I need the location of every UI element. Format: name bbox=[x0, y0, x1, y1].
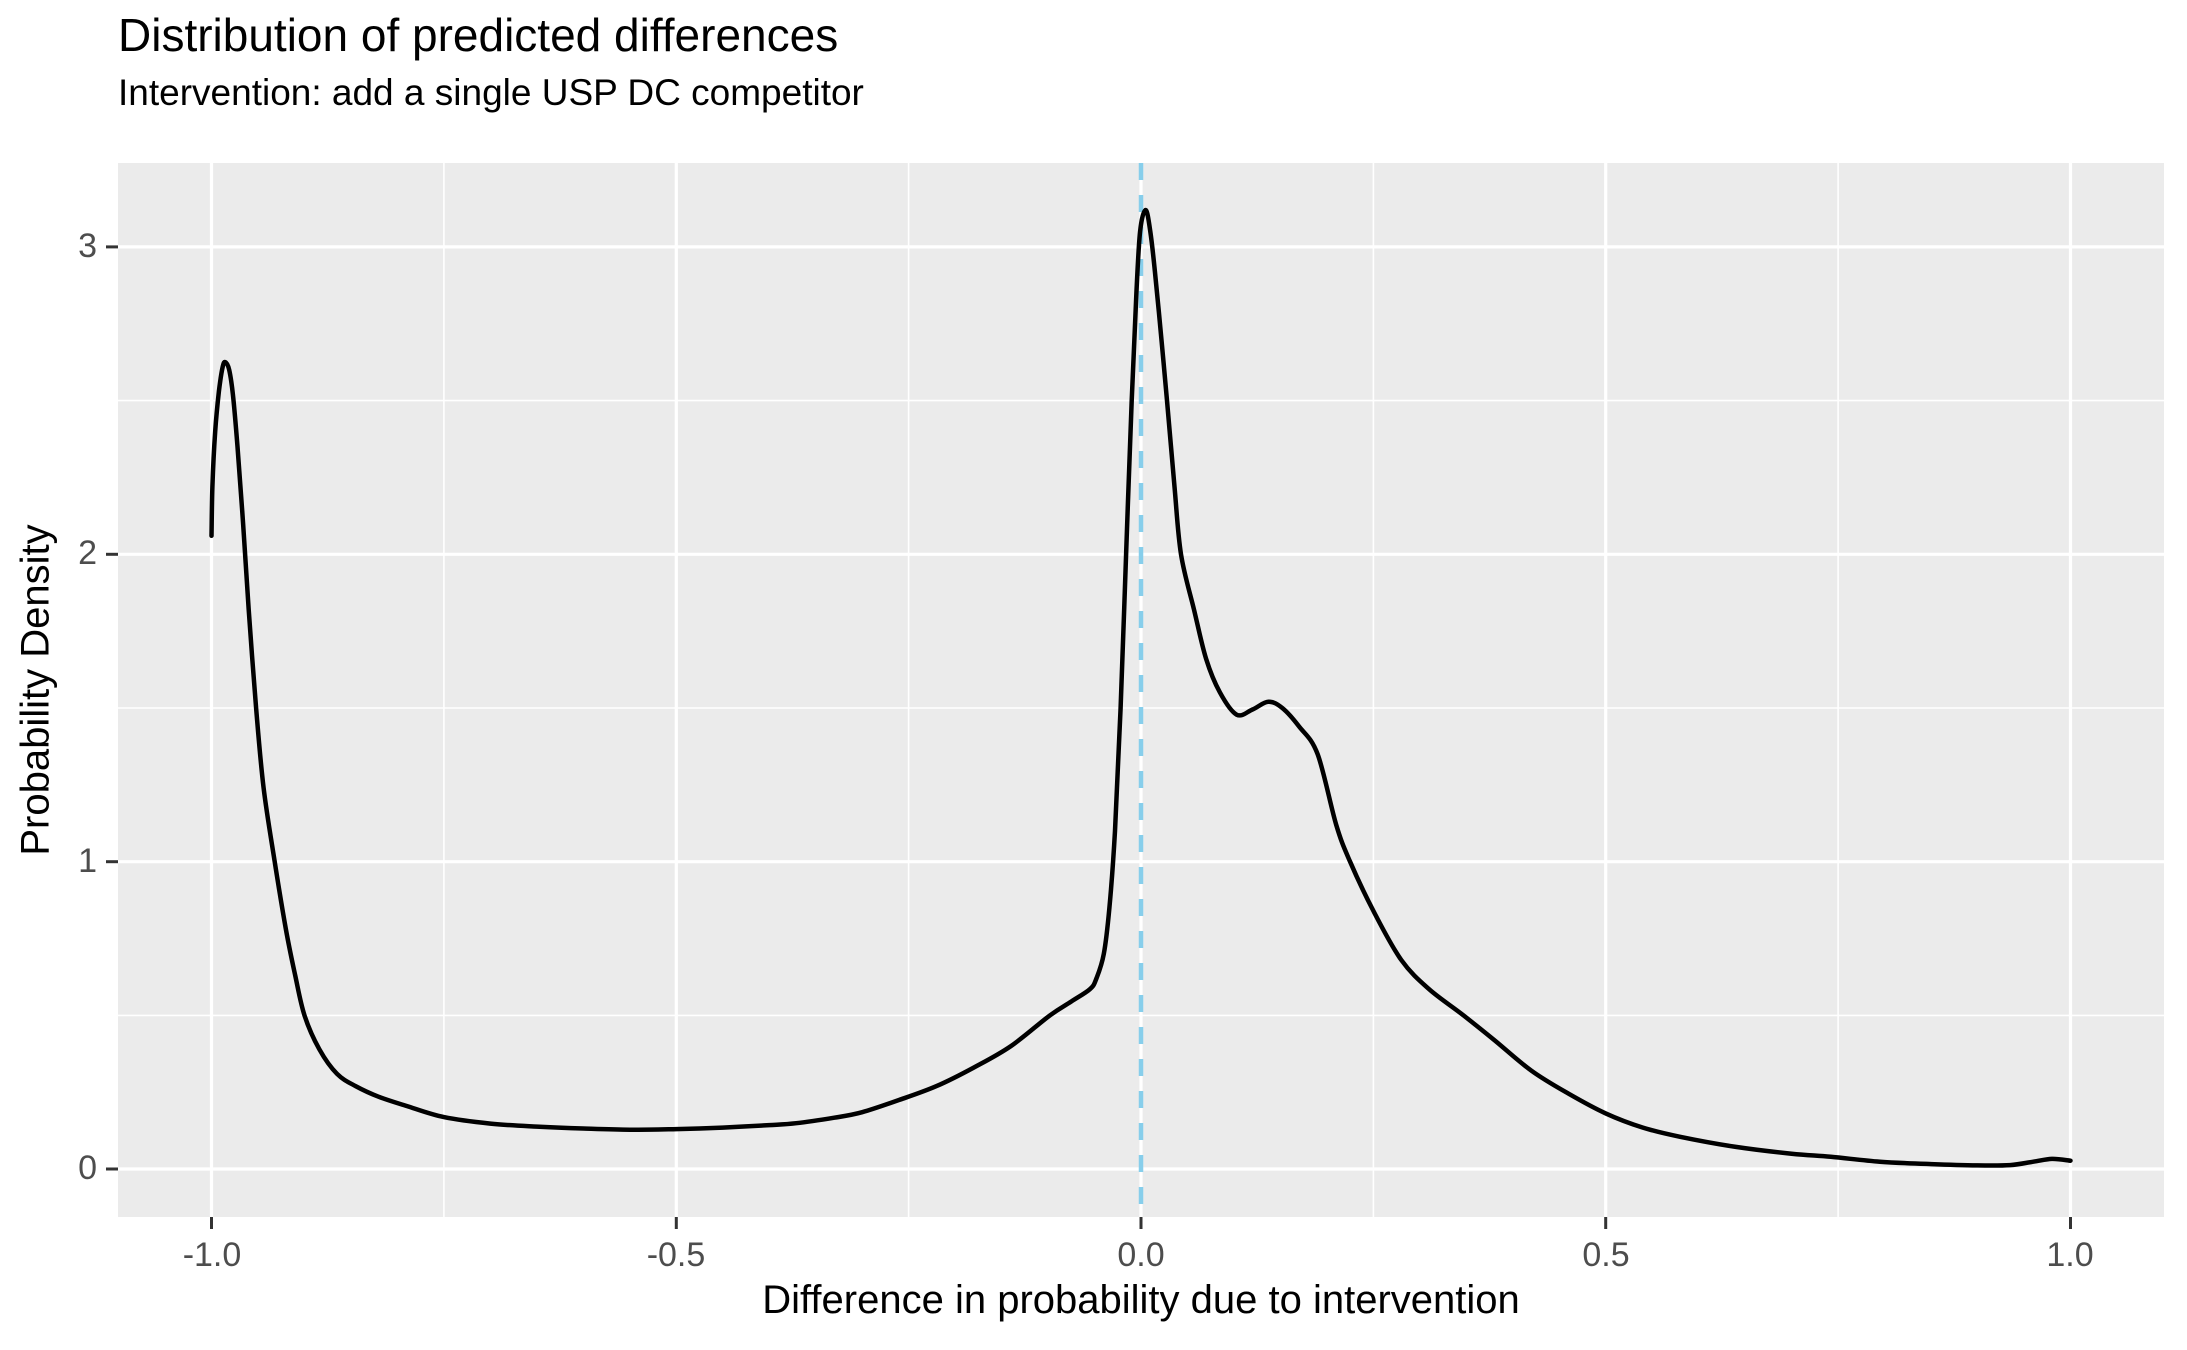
plot-title: Distribution of predicted differences bbox=[118, 9, 839, 61]
y-tick-label: 0 bbox=[78, 1149, 97, 1187]
y-tick-label: 2 bbox=[78, 534, 97, 572]
axis-tick-marks bbox=[106, 245, 2072, 1229]
x-tick-label: -0.5 bbox=[646, 1236, 706, 1274]
y-tick-label: 1 bbox=[78, 842, 97, 880]
x-axis-title: Difference in probability due to interve… bbox=[762, 1278, 1520, 1322]
x-tick-label: 0.5 bbox=[1582, 1236, 1630, 1274]
plot-subtitle: Intervention: add a single USP DC compet… bbox=[118, 72, 864, 113]
y-axis-title: Probability Density bbox=[13, 524, 58, 856]
x-tick-label: 1.0 bbox=[2046, 1236, 2094, 1274]
density-curve bbox=[209, 207, 2073, 1168]
y-tick-label: 3 bbox=[78, 227, 97, 265]
x-tick-label: 0.0 bbox=[1117, 1236, 1165, 1274]
x-tick-label: -1.0 bbox=[182, 1236, 242, 1274]
